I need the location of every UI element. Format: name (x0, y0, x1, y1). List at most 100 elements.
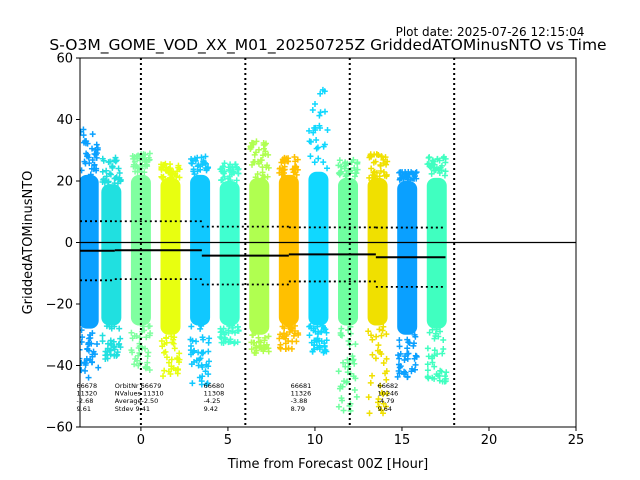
data-point (380, 169, 387, 176)
orbit-stats-line: NValues 11310 (115, 390, 164, 398)
orbit-stats-line: -4.79 (378, 397, 395, 405)
orbit-stats-line: Stdev 9.41 (115, 405, 150, 413)
data-point (131, 361, 138, 368)
data-point (198, 154, 205, 161)
data-point (143, 334, 150, 341)
data-point (321, 343, 328, 350)
data-point (221, 168, 228, 175)
data-point (195, 349, 202, 356)
data-point (107, 171, 114, 178)
data-point (280, 330, 287, 337)
data-point (99, 338, 106, 345)
data-point (259, 172, 266, 179)
data-point (352, 341, 359, 348)
data-point (292, 322, 299, 329)
data-point (373, 151, 380, 158)
orbit-stats-line: 66682 (378, 382, 399, 390)
data-point (168, 333, 175, 340)
data-point (380, 391, 387, 398)
data-point (294, 166, 301, 173)
data-point (171, 345, 178, 352)
granule-core (367, 177, 388, 326)
data-point (252, 349, 259, 356)
data-point (82, 360, 89, 367)
data-point (413, 175, 420, 182)
data-point (380, 323, 387, 330)
data-point (310, 346, 317, 353)
data-point (194, 168, 201, 175)
data-point (281, 325, 288, 332)
data-point (133, 332, 140, 339)
data-point (163, 167, 170, 174)
data-point (285, 323, 292, 330)
data-point (371, 168, 378, 175)
data-point (103, 167, 110, 174)
data-point (405, 350, 412, 357)
data-point (248, 346, 255, 353)
data-point (404, 374, 411, 381)
data-point (406, 339, 413, 346)
data-point (410, 342, 417, 349)
data-point (203, 167, 210, 174)
data-point (232, 329, 239, 336)
data-point (396, 355, 403, 362)
data-point (383, 355, 390, 362)
y-axis: −60 −40 −20 0 20 40 60 (46, 52, 80, 436)
granule-1 (99, 154, 124, 362)
data-point (190, 348, 197, 355)
data-point (340, 359, 347, 366)
data-point (139, 328, 146, 335)
orbit-stats-line: 66678 (77, 382, 98, 390)
data-point (265, 333, 272, 340)
data-point (315, 155, 322, 162)
data-point (396, 370, 403, 377)
data-point (380, 156, 387, 163)
data-point (432, 333, 439, 340)
data-point (80, 346, 83, 353)
y-tick-label: −60 (46, 421, 73, 436)
orbit-stats-line: 66680 (204, 382, 225, 390)
data-point (402, 369, 409, 376)
y-tick-label: 20 (56, 175, 73, 190)
data-point (193, 357, 200, 364)
orbit-stats-layer: 66678 11320 -2.68 9.61 OrbitNr 66679 NValues … (77, 382, 399, 413)
data-point (174, 356, 181, 363)
data-point (428, 170, 435, 177)
y-tick-label: −20 (46, 298, 73, 313)
data-point (399, 172, 406, 179)
orbit-stats-line: 66681 (291, 382, 312, 390)
data-point (218, 329, 225, 336)
data-point (95, 364, 102, 371)
data-point (335, 162, 342, 169)
data-point (133, 162, 140, 169)
data-point (103, 323, 110, 330)
data-point (99, 332, 106, 339)
data-point (374, 347, 381, 354)
data-point (255, 146, 262, 153)
data-point (93, 167, 100, 174)
y-tick-label: 0 (65, 236, 73, 251)
data-point (108, 325, 115, 332)
data-point (106, 347, 113, 354)
data-point (145, 157, 152, 164)
orbit-stats-line: -3.88 (291, 397, 308, 405)
data-point (89, 351, 96, 358)
data-layer (80, 86, 450, 417)
data-point (146, 150, 153, 157)
data-point (265, 348, 272, 355)
data-point (321, 141, 328, 148)
data-point (230, 168, 237, 175)
data-point (317, 90, 324, 97)
data-point (434, 156, 441, 163)
data-point (102, 352, 109, 359)
data-point (135, 152, 142, 159)
data-point (85, 374, 92, 381)
data-point (342, 363, 349, 370)
data-point (374, 399, 381, 406)
x-tick-label: 0 (137, 433, 145, 448)
data-point (136, 334, 143, 341)
data-point (438, 368, 445, 375)
orbit-stats-line: 9.42 (204, 405, 218, 413)
data-point (198, 378, 205, 385)
data-point (89, 131, 96, 138)
